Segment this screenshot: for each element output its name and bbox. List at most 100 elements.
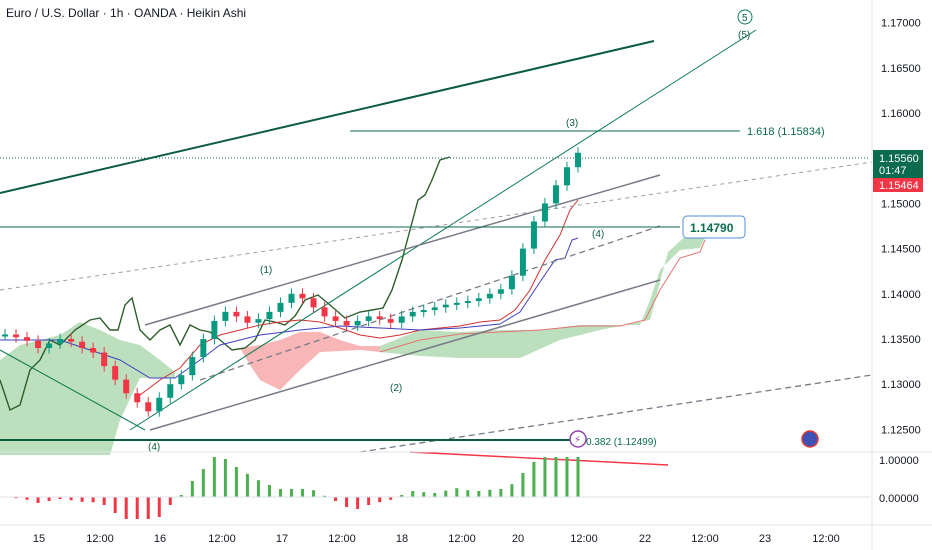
histogram-bar	[334, 497, 338, 501]
histogram-bar	[256, 480, 260, 497]
wave-connector-a	[0, 349, 146, 431]
candle-body	[321, 307, 328, 317]
candle-body	[167, 384, 174, 398]
candle-body	[189, 357, 196, 376]
histogram-bar	[323, 495, 327, 497]
time-tick-label: 12:00	[328, 533, 356, 545]
histogram-bar	[477, 491, 481, 497]
histogram-bar	[466, 490, 470, 497]
histogram-bar	[356, 497, 360, 509]
price-tick-label: 1.14000	[881, 289, 921, 301]
histogram-bar	[135, 497, 139, 519]
candle-body	[68, 339, 75, 342]
histogram-bar	[234, 467, 238, 497]
candle-body	[79, 341, 86, 349]
wave-5-circle-label: 5	[742, 13, 748, 24]
histogram-bar	[301, 489, 305, 497]
lightning-icon[interactable]	[569, 430, 587, 448]
price-tick-label: 1.13000	[881, 379, 921, 391]
candle-body	[442, 304, 449, 308]
oscillator-histogram	[14, 457, 580, 519]
histogram-bar	[411, 491, 415, 497]
level-box-label: 1.14790	[690, 221, 734, 235]
histogram-bar	[433, 493, 437, 497]
histogram-bar	[345, 497, 349, 507]
time-tick-label: 12:00	[448, 533, 476, 545]
histogram-bar	[47, 497, 51, 501]
histogram-bar	[146, 497, 150, 519]
candle-body	[134, 393, 141, 403]
histogram-bar	[499, 489, 503, 497]
time-tick-label: 20	[512, 533, 524, 545]
candle-body	[24, 337, 31, 341]
candle-body	[90, 348, 97, 353]
candle-body	[376, 316, 383, 320]
candle-body	[552, 185, 559, 204]
candle-body	[343, 320, 350, 326]
level-box[interactable]	[682, 215, 746, 239]
histogram-bar	[179, 495, 183, 497]
candle-body	[332, 316, 339, 321]
candle-body	[387, 319, 394, 323]
candle-body	[112, 366, 119, 380]
price-axis[interactable]: 1.170001.165001.160001.155001.150001.145…	[881, 18, 921, 437]
ichimoku-cloud-green-left	[0, 322, 175, 455]
wave-5-label: (5)	[738, 30, 750, 41]
osc-label-0: 0.00000	[879, 493, 919, 505]
candle-body	[409, 311, 416, 317]
candle-body	[486, 293, 493, 299]
channel-bottom	[149, 279, 661, 431]
candle-body	[310, 298, 317, 308]
price-tick-label: 1.15000	[881, 198, 921, 210]
time-tick-label: 12:00	[86, 533, 114, 545]
candle-body	[530, 221, 537, 249]
histogram-bar	[14, 497, 18, 499]
chikou-span-line	[0, 156, 451, 411]
histogram-bar	[69, 497, 73, 501]
lower-dashed-trend	[359, 374, 873, 453]
histogram-bar	[378, 497, 382, 503]
candle-body	[288, 293, 295, 303]
fib-1618-label: 1.618 (1.15834)	[747, 126, 825, 138]
time-axis[interactable]: 15 12:00 16 12:00 17 12:00 18 12:00 20 12:00 22 12:…	[33, 533, 840, 545]
osc-label-1: 1.00000	[879, 455, 919, 467]
time-tick-label: 12:00	[570, 533, 598, 545]
price-tick-label: 1.16000	[881, 108, 921, 120]
candle-body	[431, 307, 438, 311]
candle-body	[178, 375, 185, 385]
histogram-bar	[444, 490, 448, 497]
lightning-glyph-icon: ⚡	[574, 435, 581, 446]
countdown-text: 01:47	[879, 165, 907, 177]
histogram-bar	[168, 497, 172, 505]
histogram-bar	[25, 497, 29, 500]
histogram-bar	[521, 473, 525, 497]
wave-1-label: (1)	[260, 265, 272, 276]
candle-body	[156, 397, 163, 412]
candle-body	[563, 167, 570, 186]
candles	[2, 147, 581, 417]
histogram-bar	[157, 497, 161, 517]
time-tick-label: 22	[639, 533, 651, 545]
price-tick-label: 1.16500	[881, 63, 921, 75]
candle-body	[420, 310, 427, 313]
red-divergence-line	[409, 451, 669, 466]
histogram-bar	[102, 497, 106, 505]
candle-body	[464, 301, 471, 304]
candle-body	[354, 320, 361, 326]
price-tick-label: 1.12500	[881, 424, 921, 436]
candle-body	[475, 298, 482, 302]
histogram-bar	[91, 497, 95, 503]
candle-body	[35, 340, 42, 349]
candle-body	[453, 302, 460, 305]
histogram-bar	[400, 495, 404, 497]
histogram-bar	[190, 481, 194, 497]
time-tick-label: 23	[759, 533, 771, 545]
histogram-bar	[543, 457, 547, 497]
time-tick-label: 18	[396, 533, 408, 545]
red-price-tag	[873, 178, 923, 192]
event-flag-icon[interactable]	[801, 430, 819, 448]
channel-top	[144, 174, 661, 326]
wave-4-top-label: (4)	[592, 229, 604, 240]
histogram-bar	[124, 497, 128, 519]
